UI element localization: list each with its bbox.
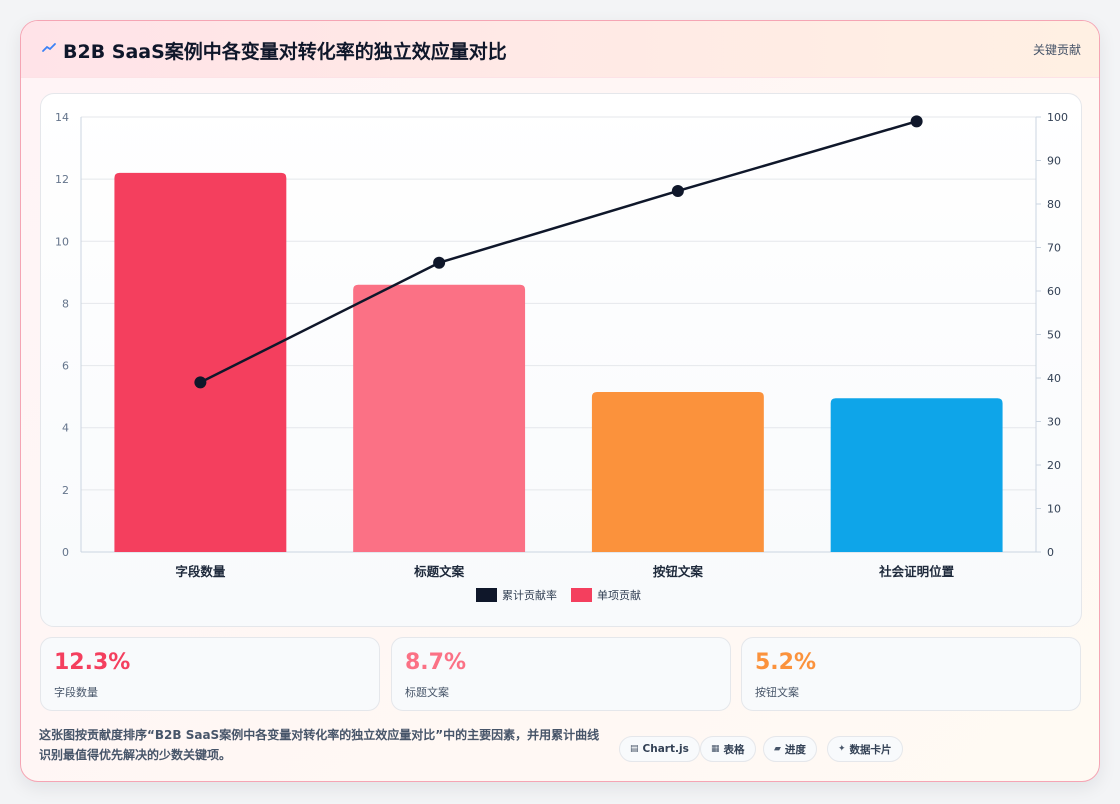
y-left-tick-label: 12 <box>55 173 69 186</box>
card-header: B2B SaaS案例中各变量对转化率的独立效应量对比 关键贡献 <box>21 21 1099 78</box>
bar <box>114 172 287 552</box>
stat-card-1: 8.7% 标题文案 <box>391 637 731 711</box>
legend-swatch-line <box>476 588 497 602</box>
y-left-tick-label: 0 <box>62 546 69 559</box>
data-card-pill[interactable]: ✦ 数据卡片 <box>827 736 903 762</box>
y-right-tick-label: 90 <box>1047 155 1061 168</box>
pill-label: 进度 <box>784 743 806 756</box>
bar <box>353 284 526 552</box>
cumulative-line <box>199 120 917 384</box>
table-icon: ▦ <box>711 744 720 754</box>
y-left-tick-label: 2 <box>62 484 69 497</box>
stat-label: 按钮文案 <box>755 686 799 699</box>
y-left-tick-label: 8 <box>62 297 69 310</box>
y-right-tick-label: 20 <box>1047 459 1061 472</box>
progress-pill[interactable]: ▰ 进度 <box>763 736 817 762</box>
y-right-tick-label: 50 <box>1047 329 1061 342</box>
x-tick-label: 标题文案 <box>413 564 465 579</box>
cumulative-point <box>194 376 207 389</box>
page-title: B2B SaaS案例中各变量对转化率的独立效应量对比 <box>63 41 507 63</box>
stat-value: 5.2% <box>755 650 817 675</box>
x-tick-label: 字段数量 <box>175 564 226 579</box>
sparkline-icon <box>42 43 56 52</box>
stat-card-0: 12.3% 字段数量 <box>40 637 380 711</box>
stat-value: 12.3% <box>54 650 131 675</box>
legend-label-bar: 单项贡献 <box>597 588 641 602</box>
y-right-tick-label: 40 <box>1047 372 1061 385</box>
pill-label: Chart.js <box>642 743 689 755</box>
chart-panel: 0 2 4 6 8 10 12 14 0 10 20 30 40 50 60 70 80 90 100 字段数量 标题文… <box>40 93 1082 627</box>
y-right-tick-label: 0 <box>1047 546 1054 559</box>
legend-label-line: 累计贡献率 <box>502 588 557 602</box>
y-right-tick-label: 80 <box>1047 198 1061 211</box>
table-pill[interactable]: ▦ 表格 <box>700 736 756 762</box>
pill-label: 数据卡片 <box>849 743 892 756</box>
sparkle-icon: ✦ <box>838 744 846 754</box>
key-contribution-link[interactable]: 关键贡献 <box>1032 43 1081 57</box>
y-right-tick-label: 30 <box>1047 416 1061 429</box>
progress-icon: ▰ <box>774 744 781 754</box>
y-left-tick-label: 14 <box>55 111 69 124</box>
y-right-tick-label: 70 <box>1047 242 1061 255</box>
y-left-tick-label: 6 <box>62 360 69 373</box>
y-right-tick-label: 100 <box>1047 111 1068 124</box>
chart-description: 这张图按贡献度排序“B2B SaaS案例中各变量对转化率的独立效应量对比”中的主… <box>39 728 600 762</box>
y-right-tick-label: 60 <box>1047 285 1061 298</box>
stat-label: 字段数量 <box>54 686 98 699</box>
bar <box>830 398 1003 552</box>
chart-icon: ▤ <box>630 744 639 754</box>
y-right-tick-label: 10 <box>1047 503 1061 516</box>
pareto-chart: 0 2 4 6 8 10 12 14 0 10 20 30 40 50 60 70 80 90 100 字段数量 标题文… <box>55 111 1068 602</box>
stat-card-2: 5.2% 按钮文案 <box>741 637 1081 711</box>
x-tick-label: 社会证明位置 <box>878 564 955 579</box>
x-tick-label: 按钮文案 <box>653 564 704 579</box>
y-left-tick-label: 4 <box>62 422 69 435</box>
y-left-tick-label: 10 <box>55 235 69 248</box>
bar <box>591 391 764 552</box>
stat-value: 8.7% <box>405 650 467 675</box>
chartjs-pill[interactable]: ▤ Chart.js <box>619 736 700 762</box>
legend-swatch-bar <box>571 588 592 602</box>
cumulative-point <box>910 115 923 128</box>
cumulative-point <box>671 184 684 197</box>
stat-label: 标题文案 <box>405 686 449 699</box>
pill-label: 表格 <box>723 743 745 756</box>
chart-card: B2B SaaS案例中各变量对转化率的独立效应量对比 关键贡献 0 2 4 6 8 10 1… <box>20 20 1100 782</box>
cumulative-point <box>433 256 446 269</box>
